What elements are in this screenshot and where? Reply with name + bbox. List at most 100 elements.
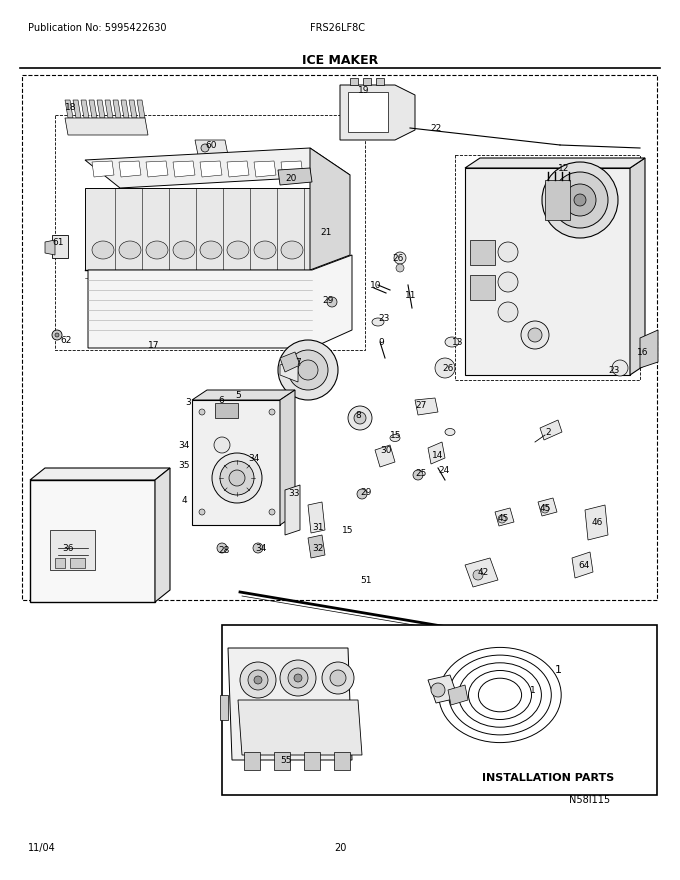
Polygon shape [304,752,320,770]
Text: N58I115: N58I115 [569,795,611,805]
Text: 45: 45 [540,503,551,512]
Polygon shape [50,530,95,570]
Polygon shape [470,240,495,265]
Polygon shape [192,400,280,525]
Ellipse shape [119,241,141,259]
Text: 46: 46 [592,517,603,526]
Text: 31: 31 [312,523,324,532]
Ellipse shape [445,429,455,436]
Polygon shape [465,168,630,375]
Polygon shape [45,240,55,255]
Ellipse shape [281,241,303,259]
Polygon shape [113,100,121,118]
Circle shape [394,252,406,264]
Polygon shape [334,752,350,770]
Polygon shape [195,140,228,155]
Text: 55: 55 [280,756,292,765]
Polygon shape [97,100,105,118]
Polygon shape [415,398,438,415]
Circle shape [52,330,62,340]
Polygon shape [538,498,557,516]
Text: 22: 22 [430,123,441,133]
Polygon shape [89,100,97,118]
Circle shape [327,297,337,307]
Circle shape [214,437,230,453]
Polygon shape [220,695,228,720]
Text: 16: 16 [637,348,649,356]
Polygon shape [640,330,658,368]
Polygon shape [308,502,325,533]
Polygon shape [348,92,388,132]
Text: ICE MAKER: ICE MAKER [302,54,378,67]
Circle shape [357,489,367,499]
Text: 15: 15 [390,430,401,439]
Text: 51: 51 [360,576,371,584]
Text: 1: 1 [530,686,536,694]
Circle shape [431,683,445,697]
Circle shape [199,509,205,515]
Circle shape [248,670,268,690]
Text: FRS26LF8C: FRS26LF8C [310,23,365,33]
Circle shape [288,350,328,390]
Text: 29: 29 [360,488,371,496]
Circle shape [253,543,263,553]
Text: 26: 26 [392,253,403,262]
Text: 34: 34 [255,544,267,553]
Polygon shape [228,648,352,760]
Text: INSTALLATION PARTS: INSTALLATION PARTS [482,773,614,783]
Polygon shape [630,158,645,375]
Text: 34: 34 [178,441,189,450]
Text: 35: 35 [178,460,190,470]
Text: 64: 64 [578,561,590,569]
Polygon shape [281,161,303,177]
Polygon shape [88,255,352,348]
Text: 4: 4 [182,495,188,504]
Polygon shape [280,358,298,382]
Circle shape [528,328,542,342]
Polygon shape [85,148,350,188]
Text: 62: 62 [60,335,71,344]
Ellipse shape [254,241,276,259]
Text: 8: 8 [355,410,361,420]
Polygon shape [428,675,458,703]
Text: 28: 28 [218,546,229,554]
Ellipse shape [173,241,195,259]
Circle shape [278,340,338,400]
Polygon shape [65,100,73,118]
Polygon shape [428,442,445,464]
Polygon shape [465,558,498,587]
Circle shape [240,662,276,698]
Circle shape [288,668,308,688]
Polygon shape [215,403,238,418]
Bar [55,115,365,350]
Polygon shape [65,118,148,135]
Circle shape [294,674,302,682]
Polygon shape [274,752,290,770]
Circle shape [498,515,506,523]
Text: 61: 61 [52,238,63,246]
Polygon shape [30,480,155,602]
Ellipse shape [200,241,222,259]
Circle shape [498,242,518,262]
Text: 1: 1 [555,665,562,675]
Polygon shape [363,78,371,85]
Polygon shape [585,505,608,540]
Circle shape [217,543,227,553]
Polygon shape [146,161,168,177]
Polygon shape [350,78,358,85]
Ellipse shape [390,435,400,442]
Polygon shape [285,485,300,535]
Text: 20: 20 [334,843,346,853]
Text: 3: 3 [185,398,191,407]
Circle shape [330,670,346,686]
Circle shape [521,321,549,349]
Polygon shape [227,161,249,177]
Circle shape [574,194,586,206]
Polygon shape [105,100,113,118]
Text: 32: 32 [312,544,324,553]
Circle shape [542,162,618,238]
Polygon shape [155,468,170,602]
Circle shape [269,409,275,415]
Text: 23: 23 [608,365,619,375]
Text: 45: 45 [498,514,509,523]
